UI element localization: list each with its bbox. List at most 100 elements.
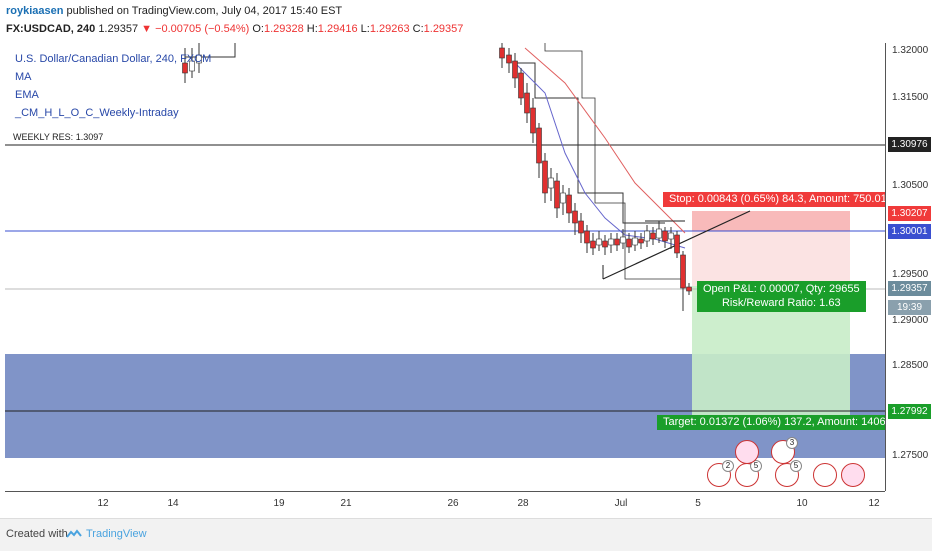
legend-indicator[interactable]: _CM_H_L_O_C_Weekly-Intraday xyxy=(15,107,179,119)
open-label: O: xyxy=(252,23,264,35)
time-axis[interactable]: 12 14 19 21 26 28 Jul 5 10 12 xyxy=(5,491,885,516)
time-tick: 12 xyxy=(97,498,109,509)
candle-body xyxy=(668,232,674,240)
canada-flag-icon[interactable] xyxy=(735,440,759,464)
candle-body xyxy=(674,234,680,254)
symbol-info: FX:USDCAD, 240 1.29357 ▼ −0.00705 (−0.54… xyxy=(6,21,463,37)
legend-title[interactable]: U.S. Dollar/Canadian Dollar, 240, FXCM xyxy=(15,53,212,65)
price-axis[interactable]: 1.32000 1.31500 1.30500 1.29500 1.29000 … xyxy=(885,43,932,491)
author-link[interactable]: roykiaasen xyxy=(6,5,64,17)
candle-body xyxy=(182,62,188,74)
footer: Created with TradingView xyxy=(0,518,932,551)
price-tick: 1.31500 xyxy=(892,92,929,103)
us-flag-icon[interactable]: 5 xyxy=(775,460,802,487)
candle-body xyxy=(680,254,686,289)
event-count: 5 xyxy=(750,460,762,472)
last-price-label: 1.29357 xyxy=(888,281,931,296)
bar-countdown: 19:39 xyxy=(888,300,931,315)
candle-body xyxy=(554,180,560,209)
event-count: 2 xyxy=(722,460,734,472)
legend-ma[interactable]: MA xyxy=(15,71,32,83)
weekly-hloc-line xyxy=(184,43,236,58)
candle-body xyxy=(560,192,566,204)
candle-body xyxy=(620,236,626,244)
price-tick: 1.32000 xyxy=(892,45,929,56)
stop-zone[interactable] xyxy=(692,211,850,231)
tradingview-brand-link[interactable]: TradingView xyxy=(86,528,147,540)
candle-body xyxy=(650,232,656,240)
time-tick: 28 xyxy=(517,498,529,509)
candle-body xyxy=(196,54,202,64)
us-flag-icon[interactable]: 5 xyxy=(735,460,762,487)
candle-body xyxy=(596,238,602,246)
canada-flag-icon[interactable] xyxy=(841,463,865,487)
event-count: 5 xyxy=(790,460,802,472)
time-tick: 19 xyxy=(273,498,285,509)
price-tick: 1.30500 xyxy=(892,180,929,191)
candle-body xyxy=(548,177,554,189)
target-price: 1.27992 xyxy=(888,404,931,419)
entry-price: 1.30001 xyxy=(888,224,931,239)
event-count: 3 xyxy=(786,437,798,449)
price-tick: 1.27500 xyxy=(892,450,929,461)
candle-body xyxy=(566,194,572,214)
weekly-res-price: 1.30976 xyxy=(888,137,931,152)
symbol-name[interactable]: FX:USDCAD, 240 xyxy=(6,23,96,35)
rr-text: Risk/Reward Ratio: 1.63 xyxy=(721,297,841,309)
ema-line xyxy=(514,62,686,249)
stop-price: 1.30207 xyxy=(888,206,931,221)
high-label: H: xyxy=(306,23,318,35)
time-tick: 21 xyxy=(340,498,352,509)
target-box[interactable]: Target: 0.01372 (1.06%) 137.2, Amount: 1… xyxy=(657,415,885,430)
weekly-res-label: WEEKLY RES: 1.3097 xyxy=(13,132,104,142)
pnl-text: Open P&L: 0.00007, Qty: 29655 xyxy=(703,283,860,295)
time-tick: 5 xyxy=(695,498,701,509)
close-label: C: xyxy=(412,23,424,35)
candle-body xyxy=(638,238,644,244)
last-price: 1.29357 xyxy=(98,23,139,35)
stop-box[interactable]: Stop: 0.00843 (0.65%) 84.3, Amount: 750.… xyxy=(663,192,885,207)
candle-body xyxy=(626,238,632,248)
weekly-low-line xyxy=(515,62,665,224)
candle-body xyxy=(686,286,692,292)
time-tick: 12 xyxy=(868,498,880,509)
us-flag-icon[interactable] xyxy=(813,463,837,487)
candle-body xyxy=(572,210,578,224)
candle-body xyxy=(189,60,195,72)
candle-body xyxy=(614,238,620,246)
created-with-text: Created with xyxy=(6,528,68,540)
time-tick: 26 xyxy=(447,498,459,509)
time-tick: 14 xyxy=(167,498,179,509)
close-value: 1.29357 xyxy=(423,23,464,35)
price-tick: 1.29000 xyxy=(892,315,929,326)
candle-body xyxy=(590,240,596,249)
candle-body xyxy=(602,240,608,248)
publish-text: published on TradingView.com, July 04, 2… xyxy=(66,5,343,17)
candle-body xyxy=(656,228,662,239)
candle-body xyxy=(632,237,638,246)
publish-info: roykiaasen published on TradingView.com,… xyxy=(6,4,342,18)
price-change: ▼ −0.00705 (−0.54%) xyxy=(141,23,250,35)
candle-body xyxy=(536,127,542,164)
chart-pane[interactable]: U.S. Dollar/Canadian Dollar, 240, FXCM M… xyxy=(5,43,885,491)
price-tick: 1.28500 xyxy=(892,360,929,371)
candle-body xyxy=(542,160,548,194)
open-value: 1.29328 xyxy=(263,23,304,35)
high-value: 1.29416 xyxy=(317,23,358,35)
candle-body xyxy=(506,54,512,64)
us-flag-icon[interactable]: 2 xyxy=(707,460,734,487)
candle-body xyxy=(662,230,668,242)
candle-body xyxy=(499,47,505,59)
candle-body xyxy=(578,220,584,234)
weekly-close-line xyxy=(544,43,685,280)
time-tick: 10 xyxy=(796,498,808,509)
legend-ema[interactable]: EMA xyxy=(15,89,39,101)
low-label: L: xyxy=(360,23,370,35)
pnl-box[interactable]: Open P&L: 0.00007, Qty: 29655 Risk/Rewar… xyxy=(697,281,866,312)
candle-body xyxy=(584,230,590,244)
ma-line xyxy=(524,47,686,234)
candles xyxy=(182,43,692,311)
risk-zone xyxy=(692,231,850,286)
tradingview-logo-icon[interactable] xyxy=(66,529,82,539)
candle-body xyxy=(524,92,530,114)
